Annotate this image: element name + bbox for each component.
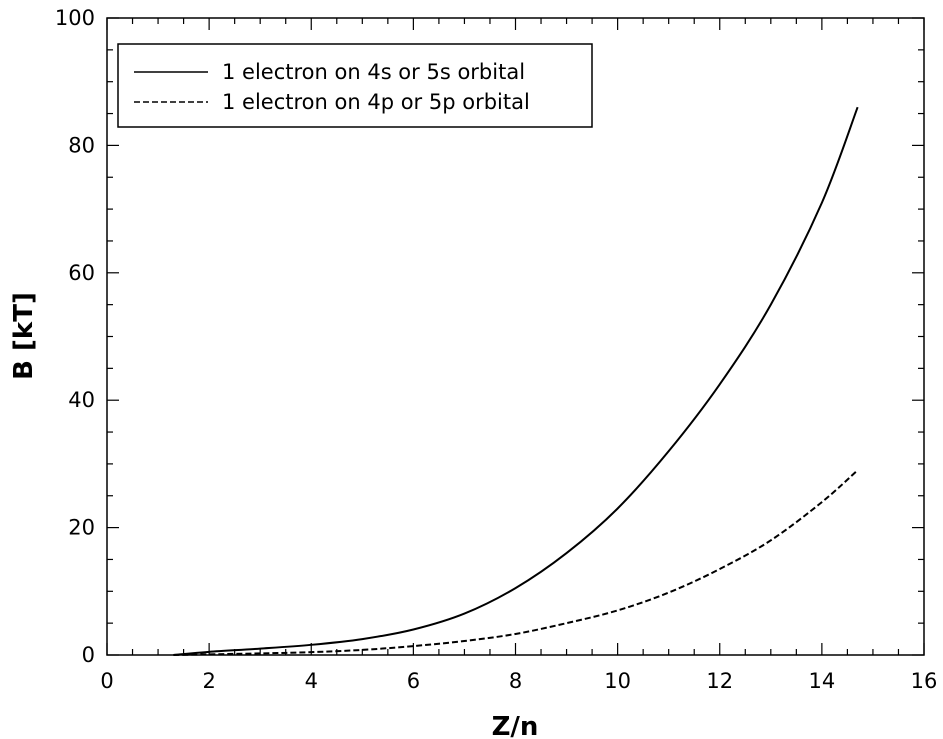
y-tick-label: 0	[82, 643, 95, 667]
x-tick-label: 16	[911, 669, 938, 693]
legend-label-solid: 1 electron on 4s or 5s orbital	[222, 60, 525, 84]
x-tick-label: 10	[604, 669, 631, 693]
y-tick-label: 40	[68, 388, 95, 412]
lines-layer	[173, 106, 859, 656]
x-tick-label: 0	[100, 669, 113, 693]
x-tick-label: 2	[202, 669, 215, 693]
x-tick-label: 6	[407, 669, 420, 693]
y-tick-label: 20	[68, 516, 95, 540]
ticks-layer: 0 2 4 6 8 10 12 14 16 0 20 40 60 80 100	[55, 6, 937, 693]
y-tick-label: 100	[55, 6, 95, 30]
x-tick-label: 12	[706, 669, 733, 693]
x-tick-label: 8	[509, 669, 522, 693]
legend-box	[117, 43, 593, 128]
x-axis-title: Z/n	[492, 712, 539, 739]
x-tick-label: 14	[809, 669, 836, 693]
y-tick-label: 80	[68, 133, 95, 157]
legend: 1 electron on 4s or 5s orbital 1 electro…	[117, 43, 593, 128]
y-tick-label: 60	[68, 261, 95, 285]
series-line-dashed	[173, 469, 859, 656]
x-tick-label: 4	[305, 669, 318, 693]
series-line-solid	[173, 106, 859, 656]
legend-label-dashed: 1 electron on 4p or 5p orbital	[222, 90, 530, 114]
y-axis-title: B [kT]	[9, 292, 39, 380]
